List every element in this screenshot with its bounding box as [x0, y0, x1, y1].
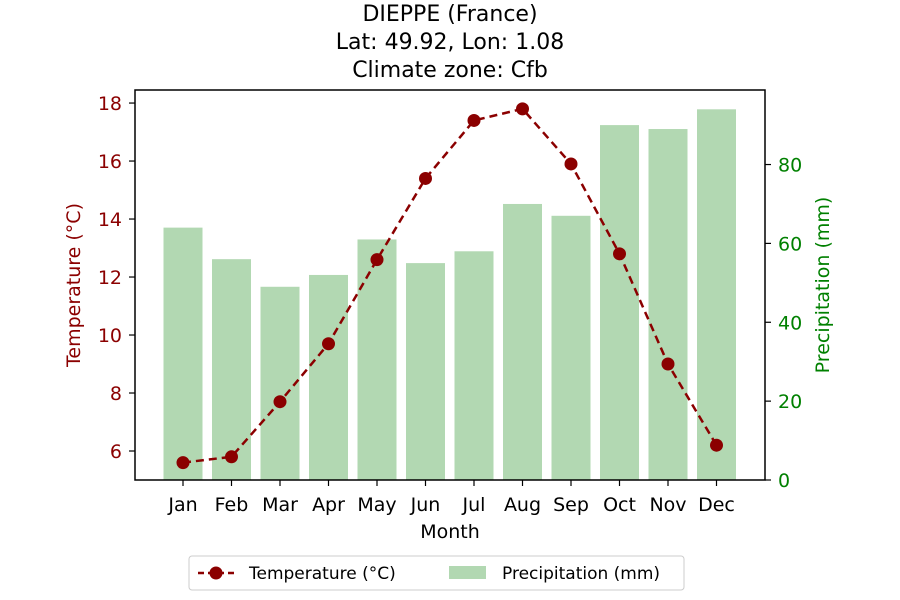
y-axis-left-label: Temperature (°C) — [63, 203, 85, 368]
precipitation-bar-sep — [551, 215, 591, 480]
temperature-point-aug — [516, 102, 529, 116]
y-right-tick-label-80: 80 — [778, 155, 802, 177]
temperature-point-feb — [225, 450, 238, 464]
legend-frame — [188, 555, 685, 591]
chart-title: DIEPPE (France) Lat: 49.92, Lon: 1.08 Cl… — [336, 2, 564, 83]
temperature-point-apr — [322, 337, 335, 351]
x-tick-label-feb: Feb — [215, 494, 249, 516]
x-tick-label-jun: Jun — [410, 494, 441, 516]
precipitation-bar-feb — [212, 259, 251, 480]
y-right-tick-label-20: 20 — [778, 391, 802, 413]
precipitation-bar-nov — [648, 129, 688, 480]
x-tick-label-jul: Jul — [462, 494, 486, 516]
x-axis: Jan Feb Mar Apr May Jun Jul Aug Sep Oct Nov Dec — [167, 480, 735, 516]
precipitation-bar-jun — [406, 263, 445, 480]
legend-precipitation-label: Precipitation (mm) — [502, 564, 660, 584]
legend: Temperature (°C) Precipitation (mm) — [188, 555, 685, 591]
title-line-2: Lat: 49.92, Lon: 1.08 — [336, 30, 564, 55]
x-axis-label: Month — [420, 521, 480, 543]
temperature-point-nov — [661, 357, 675, 371]
precipitation-bar-oct — [600, 125, 639, 480]
y-left-tick-label-16: 16 — [98, 151, 122, 173]
y-left-tick-label-8: 8 — [110, 383, 122, 405]
x-tick-label-nov: Nov — [649, 494, 686, 516]
legend-temperature-label: Temperature (°C) — [248, 564, 396, 584]
y-right-tick-label-0: 0 — [778, 470, 790, 492]
y-left-tick-label-14: 14 — [98, 209, 122, 231]
precipitation-bars — [163, 109, 736, 481]
y-left-tick-label-6: 6 — [110, 441, 122, 463]
x-tick-label-aug: Aug — [504, 494, 541, 516]
temperature-line — [176, 102, 723, 470]
precipitation-bar-apr — [309, 274, 348, 480]
y-axis-left: 6 8 10 12 14 16 18 — [98, 93, 135, 463]
precipitation-bar-jul — [454, 251, 494, 480]
y-axis-right: 0 20 40 60 80 — [765, 155, 802, 492]
temperature-point-jun — [419, 171, 432, 185]
plot-frame — [134, 89, 766, 481]
y-left-tick-label-12: 12 — [98, 267, 122, 289]
temperature-point-dec — [710, 438, 723, 452]
title-line-3: Climate zone: Cfb — [352, 58, 548, 83]
x-tick-label-may: May — [357, 494, 396, 516]
precipitation-bar-may — [357, 239, 397, 480]
y-left-tick-label-18: 18 — [98, 93, 122, 115]
y-right-tick-label-60: 60 — [778, 233, 802, 255]
temperature-point-mar — [273, 395, 287, 409]
temperature-point-jul — [467, 113, 481, 127]
precipitation-bar-dec — [697, 109, 736, 481]
x-tick-label-jan: Jan — [167, 494, 197, 516]
y-left-tick-label-10: 10 — [98, 325, 122, 347]
x-tick-label-oct: Oct — [603, 494, 636, 516]
temperature-point-may — [370, 253, 384, 267]
precipitation-bar-aug — [503, 203, 542, 480]
y-axis-right-label: Precipitation (mm) — [812, 197, 834, 374]
x-tick-label-apr: Apr — [312, 494, 345, 516]
precipitation-bar-jan — [163, 227, 203, 480]
x-tick-label-mar: Mar — [262, 494, 298, 516]
y-right-tick-label-40: 40 — [778, 312, 802, 334]
legend-precipitation-swatch — [449, 566, 486, 579]
x-tick-label-sep: Sep — [553, 494, 589, 516]
title-line-1: DIEPPE (France) — [362, 2, 537, 27]
temperature-point-oct — [613, 247, 626, 261]
temperature-point-sep — [564, 157, 578, 171]
temperature-point-jan — [176, 456, 190, 470]
x-tick-label-dec: Dec — [698, 494, 735, 516]
legend-temperature-marker — [209, 566, 223, 580]
precipitation-bar-mar — [260, 286, 300, 480]
temperature-series-line — [182, 107, 718, 464]
